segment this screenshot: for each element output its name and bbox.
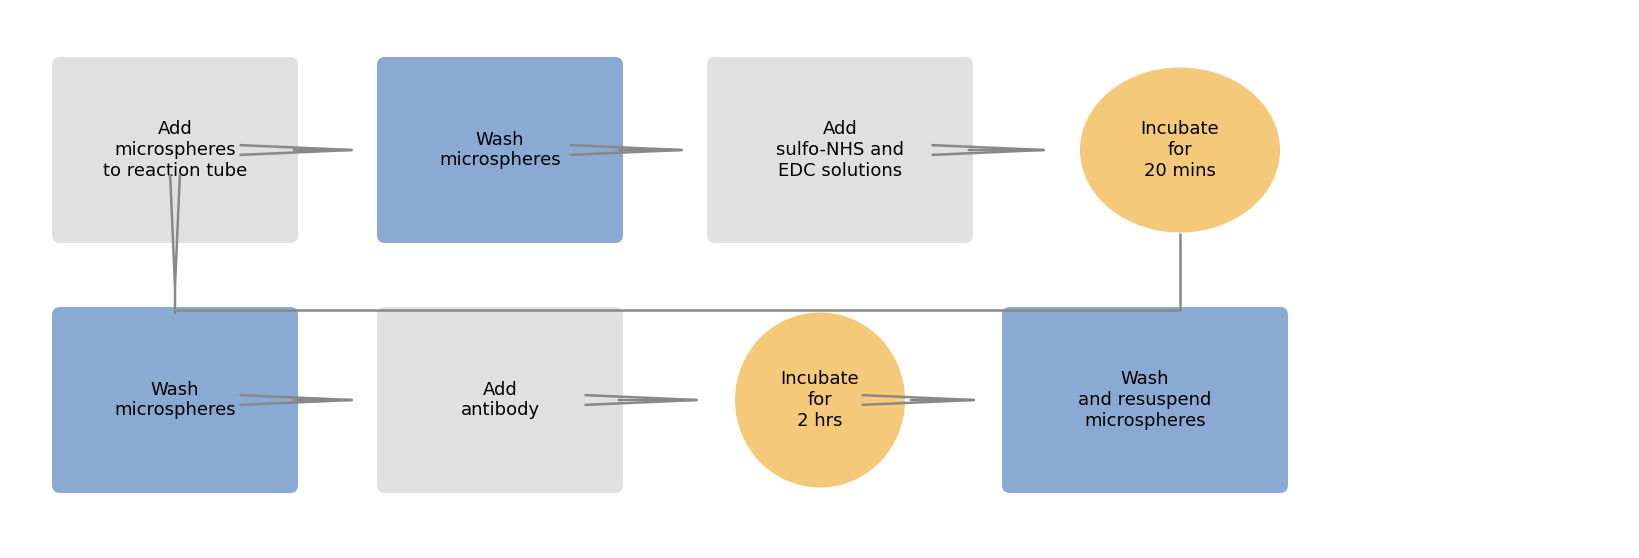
Text: Incubate
for
20 mins: Incubate for 20 mins (1141, 120, 1218, 180)
FancyBboxPatch shape (52, 57, 298, 243)
Text: Wash
microspheres: Wash microspheres (115, 381, 236, 420)
Ellipse shape (734, 312, 905, 488)
FancyBboxPatch shape (377, 307, 623, 493)
Text: Wash
microspheres: Wash microspheres (439, 131, 561, 170)
FancyBboxPatch shape (52, 307, 298, 493)
Text: Wash
and resuspend
microspheres: Wash and resuspend microspheres (1078, 370, 1211, 430)
Ellipse shape (1080, 68, 1278, 233)
FancyBboxPatch shape (706, 57, 972, 243)
Text: Incubate
for
2 hrs: Incubate for 2 hrs (780, 370, 859, 430)
Text: Add
microspheres
to reaction tube: Add microspheres to reaction tube (103, 120, 247, 180)
Text: Add
antibody: Add antibody (461, 381, 539, 420)
Text: Add
sulfo-NHS and
EDC solutions: Add sulfo-NHS and EDC solutions (775, 120, 903, 180)
FancyBboxPatch shape (1001, 307, 1287, 493)
FancyBboxPatch shape (377, 57, 623, 243)
